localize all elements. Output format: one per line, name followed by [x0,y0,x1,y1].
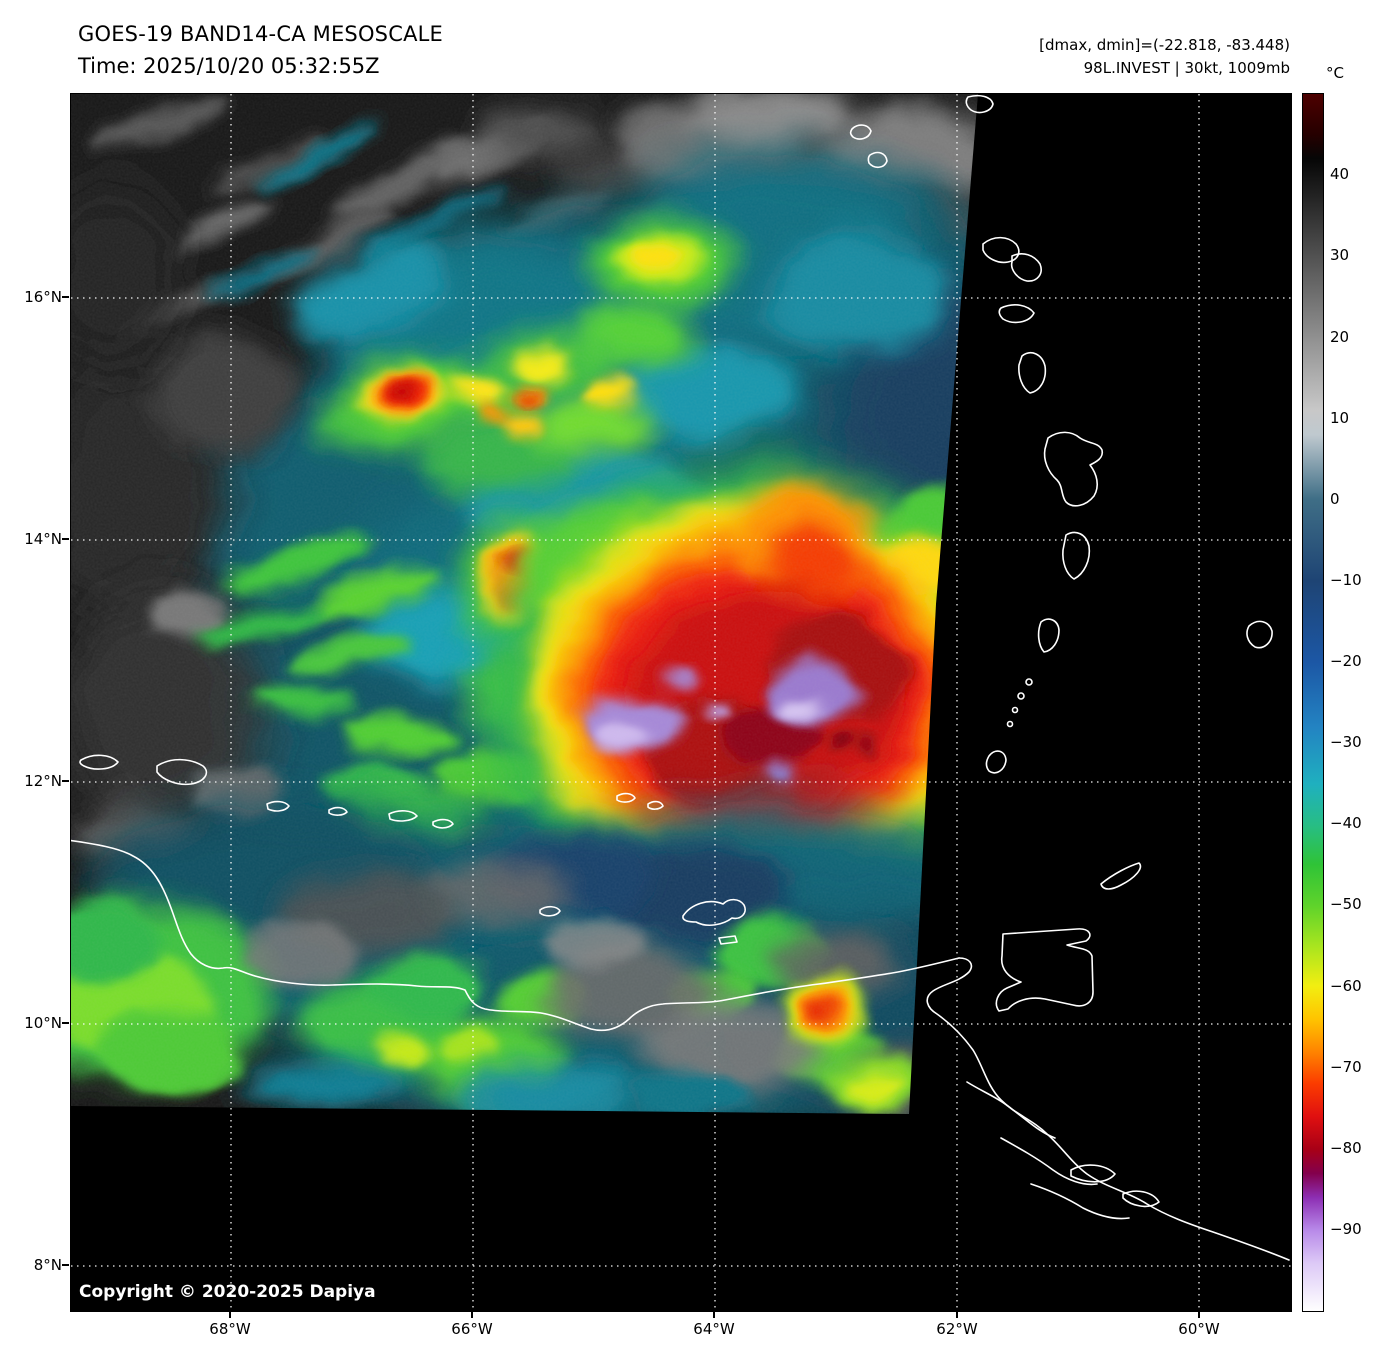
lat-label-14n: 14°N [24,530,62,548]
lon-tick-mark [471,1311,473,1318]
colorbar-unit-label: °C [1326,64,1344,82]
lat-tick-mark [62,780,69,782]
lon-tick-mark [229,1311,231,1318]
lon-label-68w: 68°W [209,1320,251,1338]
colorbar [1302,93,1324,1312]
lon-label-62w: 62°W [936,1320,978,1338]
lat-tick-mark [62,1022,69,1024]
colorbar-tick-label: −30 [1330,733,1362,751]
colorbar-tick-label: 30 [1330,246,1350,264]
noise-texture [71,94,978,1114]
lon-tick-mark [713,1311,715,1318]
lat-tick-mark [62,538,69,540]
lat-tick-mark [62,296,69,298]
colorbar-tick-label: 40 [1330,165,1350,183]
data-region [71,94,978,1114]
colorbar-tick-label: −50 [1330,895,1362,913]
colorbar-tick-label: −20 [1330,652,1362,670]
annotation-dmax-dmin: [dmax, dmin]=(-22.818, -83.448) [1039,36,1290,54]
colorbar-tick-label: 20 [1330,328,1350,346]
lat-label-8n: 8°N [33,1256,62,1274]
colorbar-tick-label: 0 [1330,490,1340,508]
colorbar-tick-label: −10 [1330,571,1362,589]
lat-label-10n: 10°N [24,1014,62,1032]
colorbar-tick-label: −80 [1330,1139,1362,1157]
coastlines [71,94,1290,1261]
copyright-text: Copyright © 2020-2025 Dapiya [79,1282,376,1302]
colorbar-tick-label: −70 [1330,1058,1362,1076]
lon-tick-mark [956,1311,958,1318]
annotation-storm-info: 98L.INVEST | 30kt, 1009mb [1083,59,1290,77]
lat-tick-mark [62,1264,69,1266]
lon-label-64w: 64°W [693,1320,735,1338]
timestamp-label: Time: 2025/10/20 05:32:55Z [78,54,380,78]
colorbar-tick-label: 10 [1330,409,1350,427]
lat-label-12n: 12°N [24,772,62,790]
lon-tick-mark [1198,1311,1200,1318]
grid-lines [71,94,1291,1311]
satellite-imagery [71,94,1291,1311]
lon-label-66w: 66°W [451,1320,493,1338]
map-plot [70,93,1292,1312]
lon-label-60w: 60°W [1178,1320,1220,1338]
colorbar-tick-label: −90 [1330,1220,1362,1238]
colorbar-tick-label: −60 [1330,977,1362,995]
page-title: GOES-19 BAND14-CA MESOSCALE [78,22,444,46]
colorbar-tick-label: −40 [1330,814,1362,832]
lat-label-16n: 16°N [24,288,62,306]
